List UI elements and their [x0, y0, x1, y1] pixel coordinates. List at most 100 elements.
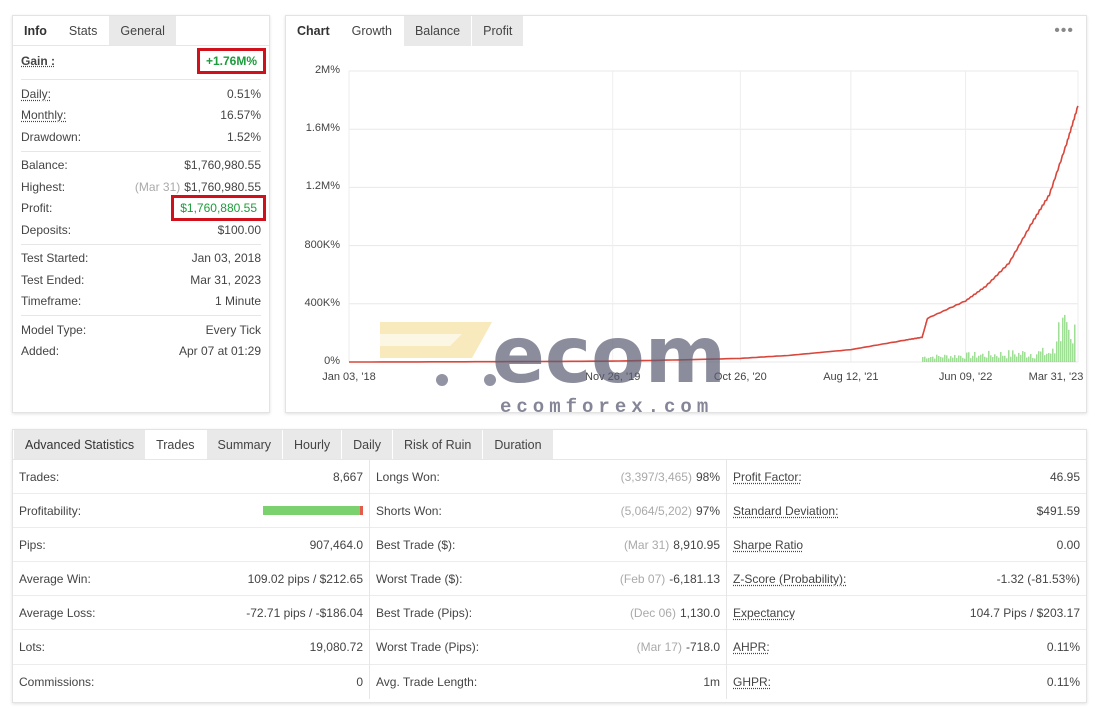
volume-bar [928, 357, 930, 362]
volume-bar [978, 355, 980, 362]
z-score-label[interactable]: Z-Score (Probability): [733, 571, 847, 586]
sharpe-ratio-label[interactable]: Sharpe Ratio [733, 537, 804, 552]
deposits-value: $100.00 [217, 222, 261, 237]
volume-bar [1008, 350, 1010, 362]
volume-bar [934, 358, 936, 362]
volume-bar [1034, 358, 1036, 362]
monthly-label[interactable]: Monthly: [21, 108, 67, 123]
best-trade-usd-value: 8,910.95 [673, 537, 720, 552]
volume-bar [980, 354, 982, 362]
tab-trades[interactable]: Trades [145, 430, 206, 459]
volume-bar [964, 358, 966, 362]
shorts-won-row: Shorts Won: (5,064/5,202) 97% [370, 494, 726, 529]
profitability-bar [263, 506, 363, 516]
z-score-row: Z-Score (Probability): -1.32 (-81.53%) [727, 562, 1086, 597]
added-label: Added: [21, 344, 60, 359]
longs-won-value: 98% [695, 469, 720, 484]
ghpr-value: 0.11% [1046, 674, 1080, 689]
daily-label[interactable]: Daily: [21, 86, 52, 101]
volume-bar [1050, 353, 1052, 362]
more-dots-icon[interactable]: ••• [1054, 22, 1074, 39]
volume-bar [996, 356, 998, 362]
expectancy-label[interactable]: Expectancy [733, 605, 796, 620]
volume-bar [976, 357, 978, 362]
average-loss-value: -72.71 pips / -$186.04 [246, 605, 363, 620]
standard-deviation-label[interactable]: Standard Deviation: [733, 503, 839, 518]
x-tick-label: Mar 31, '23 [1028, 371, 1084, 383]
tab-chart[interactable]: Chart [286, 16, 341, 46]
volume-bar [990, 355, 992, 362]
tab-hourly[interactable]: Hourly [282, 430, 342, 459]
volume-bar [932, 356, 934, 362]
info-tabs: Info Stats General [13, 16, 269, 46]
volume-bar [966, 352, 968, 362]
tab-growth[interactable]: Growth [340, 16, 403, 46]
divider [21, 79, 261, 80]
pips-label: Pips: [19, 537, 46, 552]
volume-bar [944, 354, 946, 362]
volume-bar [956, 358, 958, 362]
y-tick-label: 1.6M% [305, 122, 340, 135]
ahpr-label[interactable]: AHPR: [733, 640, 770, 655]
tab-daily[interactable]: Daily [341, 430, 392, 459]
x-tick-label: Jan 03, '18 [322, 371, 376, 383]
ghpr-row: GHPR: 0.11% [727, 665, 1086, 699]
y-tick-label: 0% [324, 355, 340, 367]
volume-bar [1006, 358, 1008, 362]
volume-bars [922, 314, 1076, 362]
daily-row: Daily: 0.51% [13, 83, 269, 105]
volume-bar [1040, 351, 1042, 362]
average-loss-label: Average Loss: [19, 605, 96, 620]
stats-col-2: Longs Won: (3,397/3,465) 98% Shorts Won: (5… [370, 460, 727, 699]
volume-bar [1036, 354, 1038, 362]
tab-duration[interactable]: Duration [482, 430, 553, 459]
added-row: Added: Apr 07 at 01:29 [13, 341, 269, 363]
tab-profit[interactable]: Profit [471, 16, 524, 46]
volume-bar [988, 350, 990, 362]
chart-panel: Chart Growth Balance Profit ••• 0% 400K% 8… [285, 15, 1087, 413]
profit-row: Profit: $1,760,880.55 [13, 195, 269, 222]
advanced-statistics-panel: Advanced Statistics Trades Summary Hourl… [12, 429, 1087, 703]
tab-summary[interactable]: Summary [205, 430, 283, 459]
profit-factor-value: 46.95 [1049, 469, 1080, 484]
stats-col-3: Profit Factor: 46.95 Standard Deviation: $… [727, 460, 1086, 699]
volume-bar [992, 357, 994, 362]
volume-bar [1028, 356, 1030, 362]
balance-row: Balance: $1,760,980.55 [13, 155, 269, 177]
ghpr-label[interactable]: GHPR: [733, 674, 772, 689]
volume-bar [1042, 347, 1044, 362]
volume-bar [1064, 314, 1066, 362]
volume-bar [952, 357, 954, 362]
lots-label: Lots: [19, 640, 46, 655]
commissions-row: Commissions: 0 [13, 665, 369, 699]
y-tick-label: 400K% [304, 296, 340, 309]
added-value: Apr 07 at 01:29 [178, 344, 261, 359]
shorts-won-label: Shorts Won: [376, 503, 442, 518]
gain-label[interactable]: Gain : [21, 54, 56, 68]
tab-stats[interactable]: Stats [57, 16, 109, 45]
tab-risk-of-ruin[interactable]: Risk of Ruin [391, 430, 483, 459]
tab-info[interactable]: Info [13, 16, 58, 45]
tab-general[interactable]: General [108, 16, 176, 45]
volume-bar [974, 351, 976, 362]
volume-bar [1014, 354, 1016, 362]
highest-row: Highest: (Mar 31) $1,760,980.55 [13, 176, 269, 198]
daily-value: 0.51% [226, 86, 261, 101]
volume-bar [1004, 355, 1006, 362]
best-trade-usd-label: Best Trade ($): [376, 537, 456, 552]
profit-value: $1,760,880.55 [171, 195, 266, 222]
average-win-label: Average Win: [19, 571, 91, 586]
deposits-label: Deposits: [21, 222, 72, 237]
volume-bar [938, 356, 940, 362]
tab-advanced-statistics[interactable]: Advanced Statistics [13, 430, 146, 459]
tab-balance[interactable]: Balance [402, 16, 472, 46]
average-loss-row: Average Loss: -72.71 pips / -$186.04 [13, 596, 369, 631]
profit-factor-label[interactable]: Profit Factor: [733, 469, 802, 484]
worst-trade-usd-label: Worst Trade ($): [376, 571, 463, 586]
volume-bar [950, 356, 952, 362]
volume-bar [948, 358, 950, 362]
volume-bar [958, 355, 960, 362]
highest-value: $1,760,980.55 [184, 179, 261, 194]
model-type-row: Model Type: Every Tick [13, 319, 269, 341]
volume-bar [968, 352, 970, 362]
